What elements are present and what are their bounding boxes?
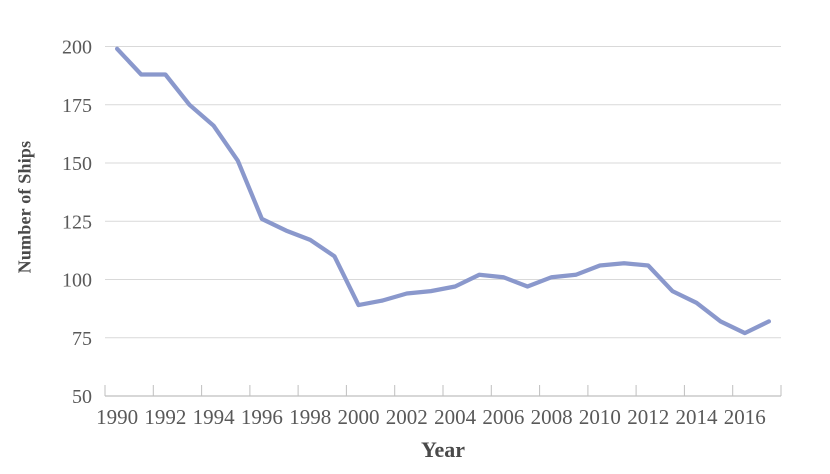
x-tick-label: 2006 <box>482 405 524 429</box>
x-tick-label: 1994 <box>193 405 236 429</box>
y-tick-label: 150 <box>62 153 92 175</box>
x-tick-label: 2000 <box>338 405 380 429</box>
y-tick-label: 75 <box>72 328 92 350</box>
x-tick-label: 1996 <box>241 405 283 429</box>
y-axis-title: Number of Ships <box>14 140 35 274</box>
x-axis-title: Year <box>421 437 465 462</box>
y-tick-label: 100 <box>62 270 92 292</box>
x-tick-label: 2014 <box>676 405 719 429</box>
x-tick-label: 1990 <box>96 405 138 429</box>
ships-series-line <box>114 46 772 336</box>
y-tick-label: 50 <box>72 386 92 408</box>
x-tick-label: 2004 <box>434 405 477 429</box>
y-tick-label: 125 <box>62 211 92 233</box>
y-tick-label: 175 <box>62 95 92 117</box>
x-tick-label: 2010 <box>579 405 621 429</box>
x-tick-label: 2002 <box>386 405 428 429</box>
x-tick-label: 1998 <box>289 405 331 429</box>
y-tick-label: 200 <box>62 37 92 59</box>
x-tick-label: 2012 <box>627 405 669 429</box>
x-tick-label: 1992 <box>144 405 186 429</box>
x-tick-label: 2008 <box>531 405 573 429</box>
x-tick-label: 2016 <box>724 405 766 429</box>
